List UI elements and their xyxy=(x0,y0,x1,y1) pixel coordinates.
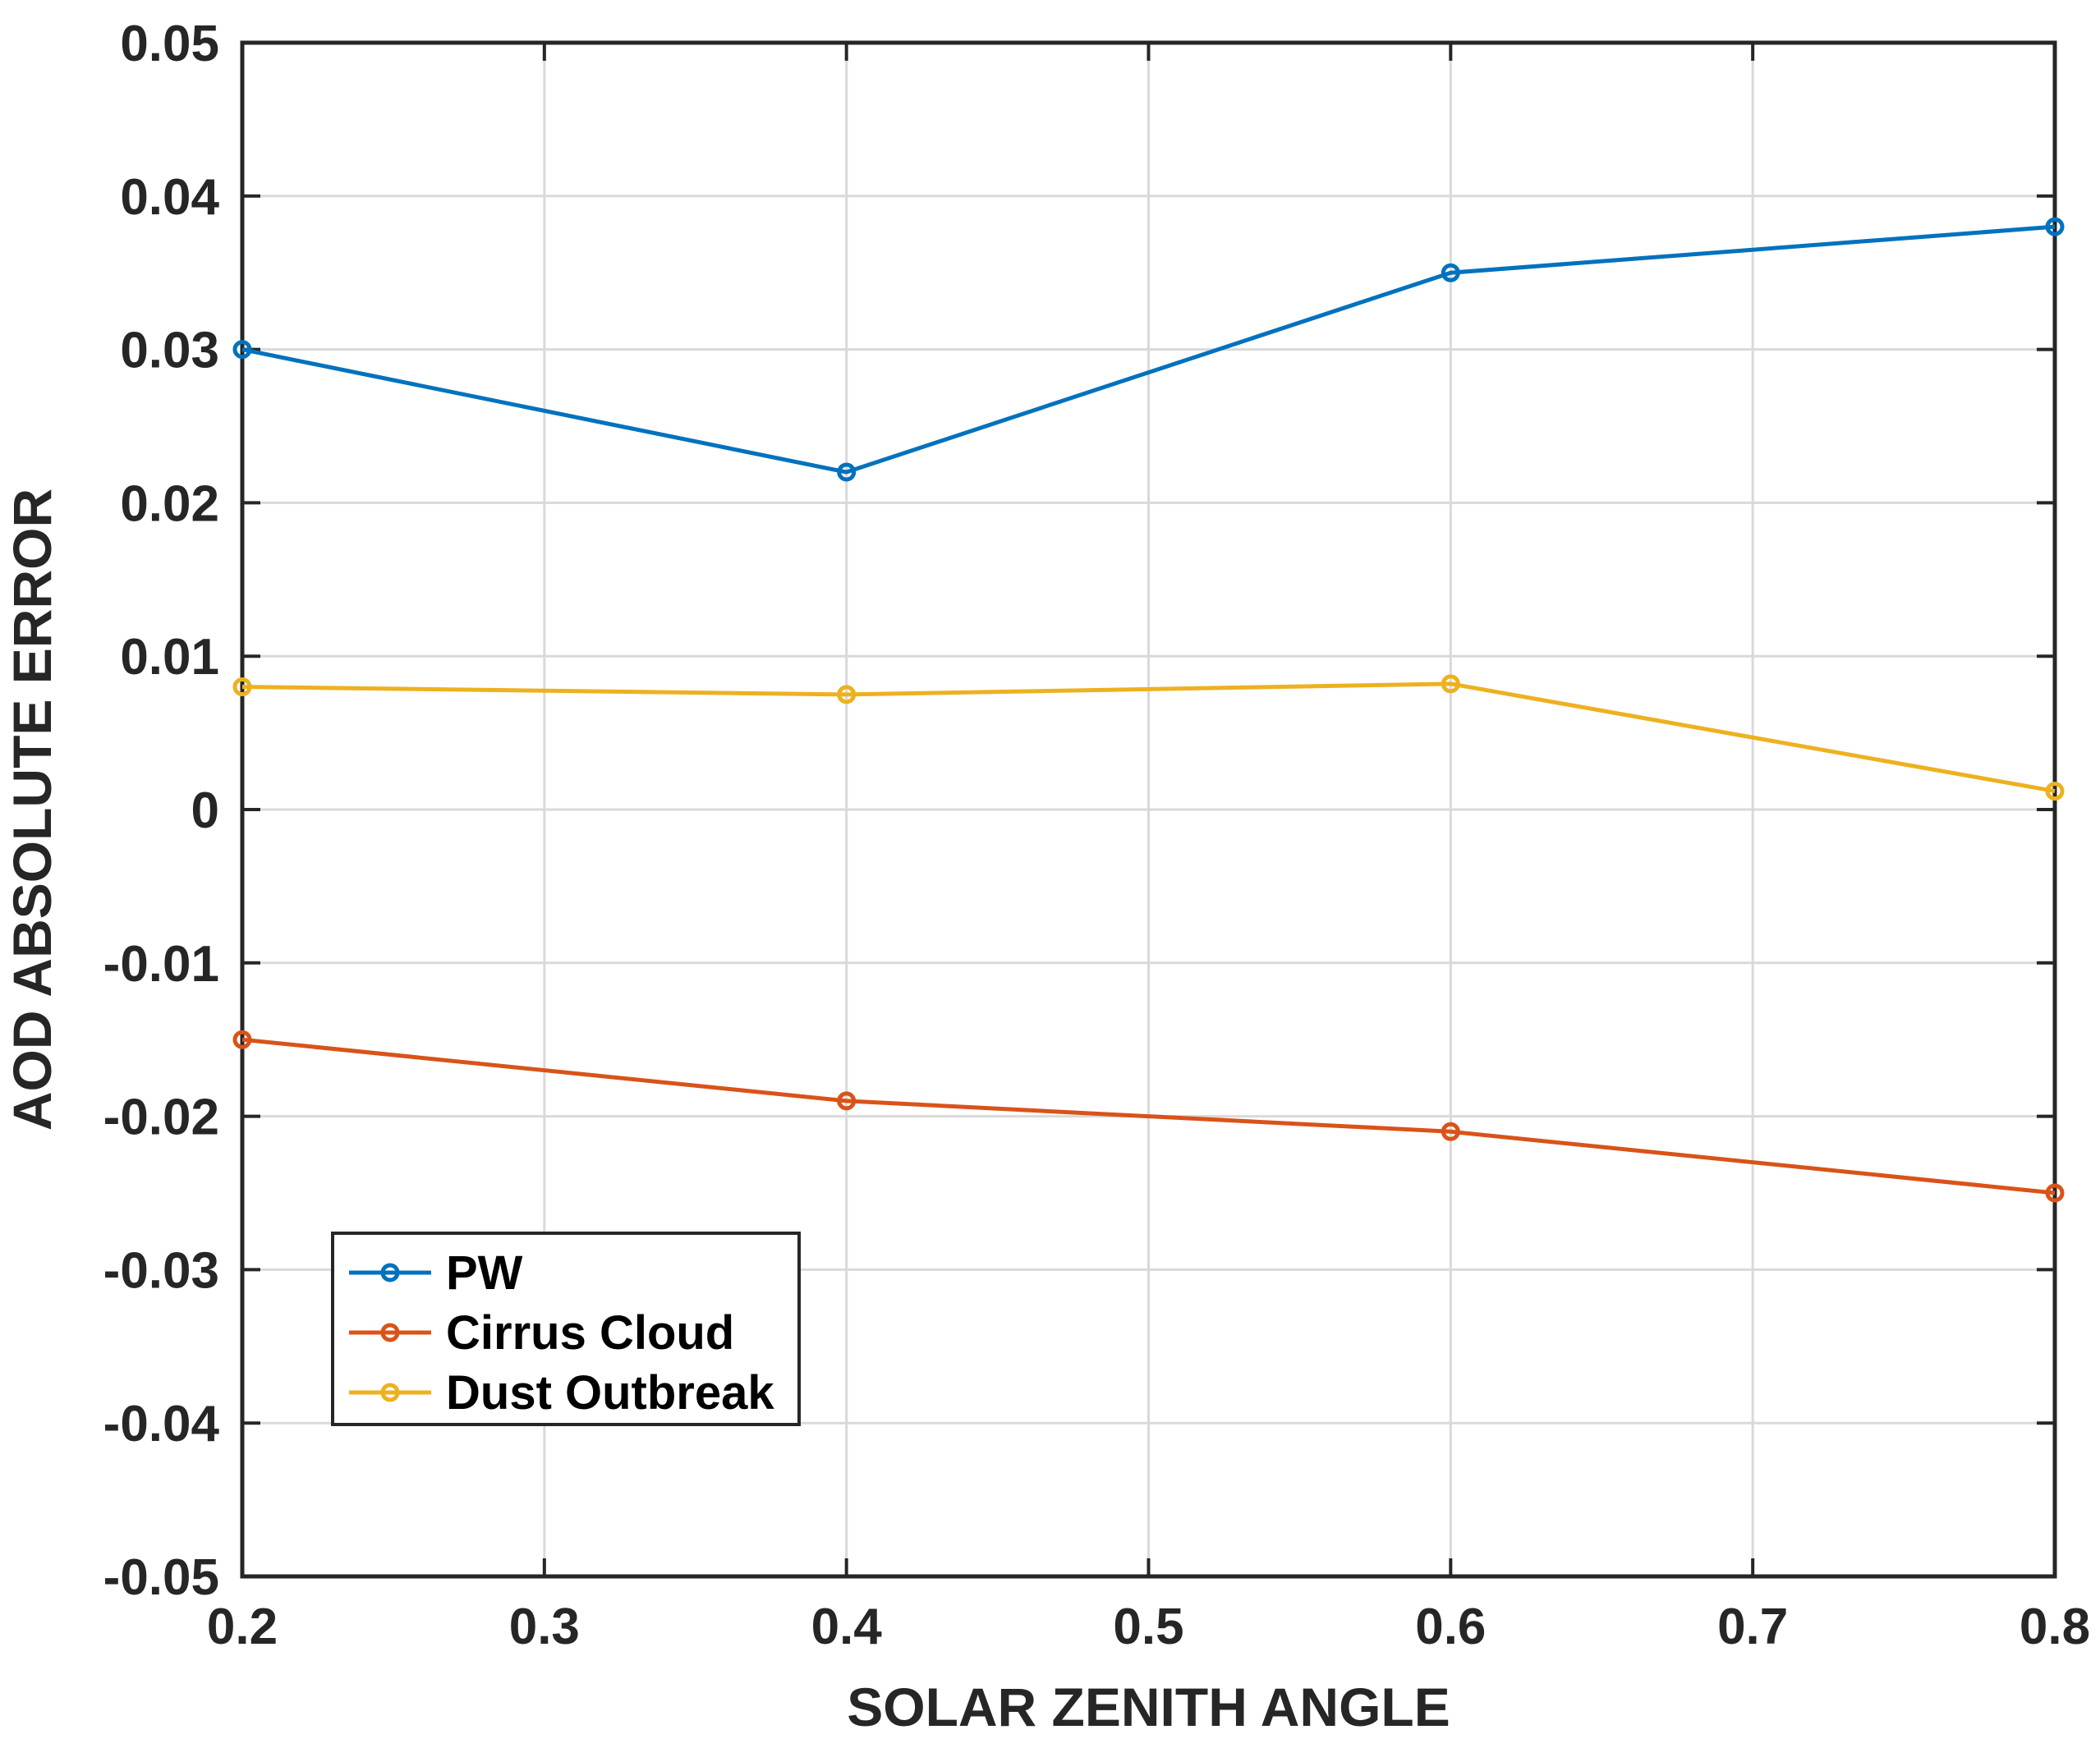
data-point-pw xyxy=(2045,217,2065,236)
series-pw xyxy=(232,217,2065,482)
data-point-pw xyxy=(837,462,857,482)
legend-marker-pw xyxy=(380,1263,400,1282)
legend-item-cirrus-cloud: Cirrus Cloud xyxy=(349,1306,734,1360)
x-tick-label: 0.7 xyxy=(1717,1599,1788,1655)
data-series xyxy=(232,217,2065,1203)
y-tick-label: 0.03 xyxy=(120,323,219,379)
data-point-dust-outbreak xyxy=(232,677,252,697)
series-line-cirrus-cloud xyxy=(241,1037,2056,1195)
series-cirrus-cloud xyxy=(232,1030,2065,1203)
series-line-pw xyxy=(241,224,2056,475)
x-tick-label: 0.5 xyxy=(1113,1599,1183,1655)
y-tick-label: -0.01 xyxy=(103,936,219,993)
y-tick-label: 0.01 xyxy=(120,629,219,686)
legend-marker-cirrus-cloud xyxy=(380,1323,400,1342)
legend-item-dust-outbreak: Dust Outbreak xyxy=(349,1366,774,1420)
data-point-dust-outbreak xyxy=(1441,674,1460,694)
y-axis-title: AOD ABSOLUTE ERROR xyxy=(2,489,62,1131)
data-point-cirrus-cloud xyxy=(837,1091,857,1111)
legend-marker-dust-outbreak xyxy=(380,1383,400,1402)
x-tick-label: 0.2 xyxy=(207,1599,278,1655)
y-tick-label: 0 xyxy=(191,782,219,839)
y-axis-tick-labels: 0.05 0.04 0.03 0.02 0.01 0 -0.01 -0.02 -0.03 -0.0… xyxy=(103,16,220,1606)
y-tick-label: 0.05 xyxy=(120,16,219,72)
legend-label-cirrus-cloud: Cirrus Cloud xyxy=(446,1306,734,1360)
data-point-dust-outbreak xyxy=(837,685,857,704)
data-point-pw xyxy=(1441,263,1460,282)
x-axis-title: SOLAR ZENITH ANGLE xyxy=(847,1677,1450,1737)
y-tick-label: -0.03 xyxy=(103,1242,219,1299)
legend-item-pw: PW xyxy=(349,1246,523,1300)
x-tick-label: 0.8 xyxy=(2020,1599,2090,1655)
x-axis-tick-labels: 0.2 0.3 0.4 0.5 0.6 0.7 0.8 xyxy=(207,1599,2090,1655)
y-tick-label: -0.04 xyxy=(103,1396,220,1452)
x-tick-label: 0.3 xyxy=(509,1599,580,1655)
series-line-dust-outbreak xyxy=(241,681,2056,794)
y-tick-label: -0.05 xyxy=(103,1549,219,1606)
data-point-cirrus-cloud xyxy=(2045,1183,2065,1203)
legend-label-pw: PW xyxy=(446,1246,523,1300)
data-point-cirrus-cloud xyxy=(232,1030,252,1049)
y-tick-label: 0.04 xyxy=(120,169,219,226)
data-point-dust-outbreak xyxy=(2045,782,2065,801)
legend-label-dust-outbreak: Dust Outbreak xyxy=(446,1366,774,1420)
data-point-cirrus-cloud xyxy=(1441,1122,1460,1141)
y-tick-label: -0.02 xyxy=(103,1090,219,1146)
legend: PW Cirrus Cloud Dust Outbreak xyxy=(331,1232,801,1426)
series-dust-outbreak xyxy=(232,674,2065,801)
data-point-pw xyxy=(232,340,252,360)
x-tick-label: 0.6 xyxy=(1415,1599,1486,1655)
x-tick-label: 0.4 xyxy=(811,1599,883,1655)
y-tick-label: 0.02 xyxy=(120,475,219,532)
